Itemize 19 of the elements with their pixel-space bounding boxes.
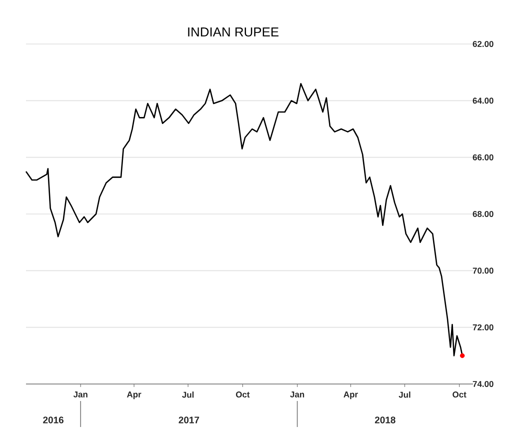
x-tick-label: Jan [290, 392, 304, 398]
y-tick-label: 62.00 [472, 41, 494, 47]
text: 2018 [374, 416, 396, 424]
x-tick-label: Apr [344, 392, 358, 400]
y-tick-label: 64.00 [472, 98, 494, 104]
x-tick-label: Apr [126, 392, 142, 400]
x-tick-label: Oct [452, 392, 466, 398]
y-tick-label: 68.00 [472, 211, 494, 217]
text: 2017 [178, 416, 200, 424]
text: 2016 [43, 416, 64, 424]
y-tick-label: 74.00 [472, 381, 494, 387]
y-tick-label: 66.00 [472, 154, 494, 160]
y-tick-label: 70.00 [472, 268, 494, 274]
x-tick-label: Jan [73, 392, 88, 398]
x-tick-label: Jul [398, 392, 410, 398]
x-tick-label: Oct [236, 392, 250, 398]
x-tick-label: Jul [182, 392, 194, 398]
chart-title: INDIAN RUPEE [188, 27, 278, 37]
y-tick-label: 72.00 [472, 324, 494, 330]
